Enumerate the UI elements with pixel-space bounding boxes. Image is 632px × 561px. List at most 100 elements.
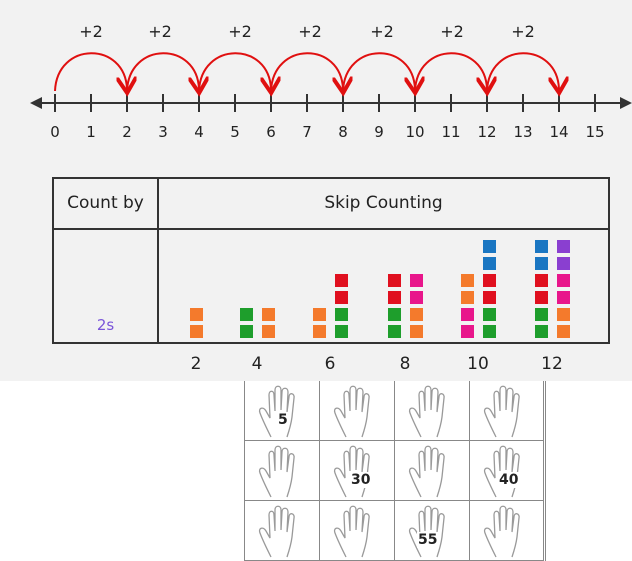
tick-label: 1	[86, 123, 96, 141]
count-block	[557, 274, 570, 287]
hand-cell: 5	[245, 381, 320, 441]
count-block	[388, 291, 401, 304]
tick-label: 14	[549, 123, 569, 141]
hop-arc	[414, 52, 487, 91]
hand-number: 5	[277, 412, 289, 428]
hand-cell: 40	[470, 441, 544, 501]
count-block	[262, 308, 275, 321]
hand-number: 55	[417, 532, 439, 548]
count-block	[535, 240, 548, 253]
hands-grid: 5 30 40 55	[244, 381, 546, 561]
hand-cell	[245, 501, 320, 561]
count-block	[557, 325, 570, 338]
left-arrowhead	[30, 97, 42, 109]
row-label-2s: 2s	[96, 316, 115, 334]
count-block	[461, 291, 474, 304]
count-block	[535, 257, 548, 270]
count-block	[483, 291, 496, 304]
hop-label: +2	[148, 22, 172, 41]
tick-label: 5	[230, 123, 240, 141]
tick-label: 8	[338, 123, 348, 141]
hand-outline-icon	[483, 505, 520, 558]
hand-number: 30	[350, 472, 372, 488]
header-skip-counting: Skip Counting	[324, 193, 443, 213]
column-label: 4	[251, 354, 263, 374]
count-block	[388, 274, 401, 287]
count-block	[410, 291, 423, 304]
table-column-divider	[157, 179, 159, 342]
hop-label: +2	[298, 22, 322, 41]
tick-label: 7	[302, 123, 312, 141]
tick-label: 0	[50, 123, 60, 141]
hop-arc	[486, 52, 559, 91]
hop-arc	[126, 52, 199, 91]
tick-label: 13	[513, 123, 533, 141]
column-label: 12	[541, 354, 563, 374]
count-block	[240, 308, 253, 321]
count-block	[262, 325, 275, 338]
count-block	[535, 291, 548, 304]
right-arrowhead	[620, 97, 632, 109]
hand-outline-icon	[483, 385, 520, 438]
count-block	[557, 257, 570, 270]
count-block	[335, 291, 348, 304]
hand-cell: 30	[320, 441, 395, 501]
count-block	[483, 274, 496, 287]
hop-arc	[270, 52, 343, 91]
count-block	[313, 308, 326, 321]
hop-label: +2	[370, 22, 394, 41]
count-block	[410, 274, 423, 287]
column-label: 6	[324, 354, 336, 374]
column-label: 10	[467, 354, 489, 374]
hop-label: +2	[79, 22, 103, 41]
count-block	[190, 325, 203, 338]
tick-label: 12	[477, 123, 497, 141]
hand-cell	[245, 441, 320, 501]
count-block	[313, 325, 326, 338]
hop-arc	[54, 52, 127, 91]
count-block	[335, 325, 348, 338]
tick-label: 4	[194, 123, 204, 141]
count-block	[557, 308, 570, 321]
hop-arc	[342, 52, 415, 91]
tick-label: 10	[405, 123, 425, 141]
column-label: 2	[190, 354, 202, 374]
tick-label: 11	[441, 123, 461, 141]
hand-outline-icon	[258, 505, 295, 558]
count-block	[461, 325, 474, 338]
hand-cell	[395, 441, 470, 501]
count-block	[335, 308, 348, 321]
tick-label: 9	[374, 123, 384, 141]
count-block	[483, 240, 496, 253]
tick-label: 2	[122, 123, 132, 141]
count-block	[461, 274, 474, 287]
count-block	[535, 325, 548, 338]
hand-cell	[320, 381, 395, 441]
count-block	[335, 274, 348, 287]
hand-outline-icon	[483, 445, 520, 498]
count-block	[190, 308, 203, 321]
count-block	[410, 325, 423, 338]
count-block	[535, 274, 548, 287]
hop-label: +2	[228, 22, 252, 41]
hand-outline-icon	[408, 505, 445, 558]
count-block	[557, 291, 570, 304]
hand-cell	[320, 501, 395, 561]
hand-outline-icon	[258, 385, 295, 438]
table-header-divider	[54, 228, 608, 230]
hand-cell	[470, 381, 544, 441]
tick-label: 3	[158, 123, 168, 141]
hop-label: +2	[511, 22, 535, 41]
tick-label: 6	[266, 123, 276, 141]
header-count-by: Count by	[67, 193, 144, 213]
hand-cell	[395, 381, 470, 441]
skip-counting-table: Count by Skip Counting 2s	[52, 177, 610, 344]
column-label: 8	[399, 354, 411, 374]
count-block	[410, 308, 423, 321]
number-line	[30, 52, 632, 112]
hop-arc	[198, 52, 271, 91]
hand-outline-icon	[408, 385, 445, 438]
count-block	[535, 308, 548, 321]
hand-cell: 55	[395, 501, 470, 561]
count-block	[557, 240, 570, 253]
